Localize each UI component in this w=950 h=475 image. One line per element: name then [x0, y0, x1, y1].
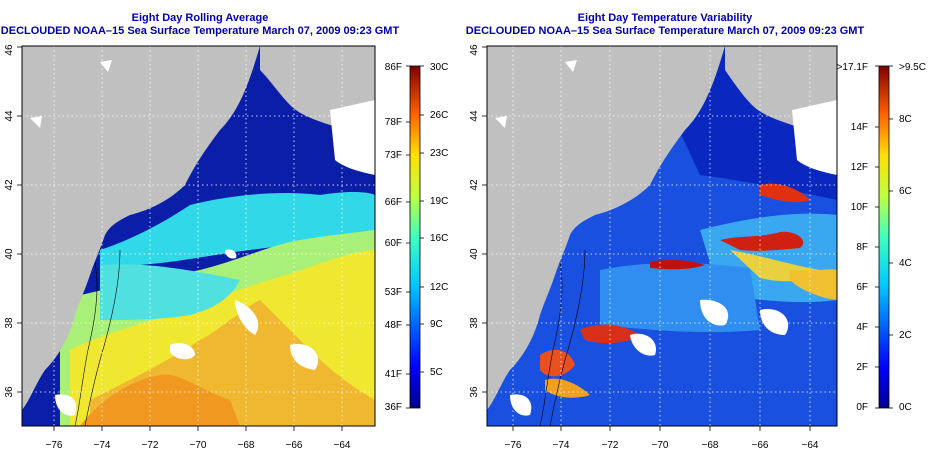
left-lon-label: −68	[238, 440, 255, 451]
right-lon-label: −68	[702, 440, 719, 451]
right-lat-label: 40	[469, 248, 480, 260]
right-f-label: 4F	[856, 322, 868, 333]
right-c-label: 6C	[899, 186, 912, 197]
left-c-label: 30C	[430, 62, 448, 73]
right-f-label: 10F	[851, 202, 868, 213]
left-gridlines	[22, 46, 375, 426]
right-lon-label: −64	[802, 440, 819, 451]
left-f-label: 48F	[385, 320, 402, 331]
left-c-label: 26C	[430, 110, 448, 121]
left-f-label: 36F	[385, 402, 402, 413]
left-colorbar-c-labels: 30C 26C 23C 19C 16C 12C 9C 5C	[430, 62, 448, 378]
right-c-label: 0C	[899, 402, 912, 413]
left-f-label: 73F	[385, 150, 402, 161]
right-c-label: >9.5C	[899, 62, 926, 73]
left-latitude-labels: 36 38 40 42 44 46	[4, 44, 15, 398]
left-map-frame	[21, 45, 376, 427]
right-f-label: 8F	[856, 242, 868, 253]
right-longitude-labels: −76 −74 −72 −70 −68 −66 −64	[505, 440, 819, 451]
right-f-label: 14F	[851, 122, 868, 133]
left-title-line1: Eight Day Rolling Average	[131, 12, 269, 24]
left-f-label: 86F	[385, 62, 402, 73]
left-longitude-labels: −76 −74 −72 −70 −68 −66 −64	[46, 440, 351, 451]
right-lat-label: 42	[469, 179, 480, 191]
lat-tick-marks	[17, 46, 487, 393]
left-c-label: 23C	[430, 148, 448, 159]
right-f-label: 0F	[856, 402, 868, 413]
left-colorbar	[409, 65, 421, 409]
right-title-line1: Eight Day Temperature Variability	[577, 12, 753, 24]
lon-tick-marks	[53, 426, 811, 431]
right-colorbar	[878, 65, 890, 409]
left-lon-label: −64	[334, 440, 351, 451]
left-lon-label: −66	[286, 440, 303, 451]
right-latitude-labels: 36 38 40 42 44 46	[469, 44, 480, 398]
right-c-label: 2C	[899, 330, 912, 341]
right-variability-map	[487, 46, 837, 426]
right-colorbar-c-labels: >9.5C 8C 6C 4C 2C 0C	[899, 62, 926, 413]
left-c-label: 12C	[430, 282, 448, 293]
right-f-label: >17.1F	[837, 62, 868, 73]
right-lat-label: 46	[469, 44, 480, 56]
left-lon-label: −72	[142, 440, 159, 451]
left-c-label: 5C	[430, 367, 443, 378]
right-map-frame	[486, 45, 838, 427]
right-lon-label: −76	[505, 440, 522, 451]
left-lat-label: 42	[4, 179, 15, 191]
right-f-label: 2F	[856, 362, 868, 373]
left-f-label: 53F	[385, 287, 402, 298]
left-lat-label: 36	[4, 386, 15, 398]
left-f-label: 60F	[385, 238, 402, 249]
right-lat-label: 38	[469, 317, 480, 329]
left-lat-label: 46	[4, 44, 15, 56]
right-gridlines	[487, 46, 837, 426]
left-c-label: 19C	[430, 196, 448, 207]
right-title-line2: DECLOUDED NOAA–15 Sea Surface Temperatur…	[465, 25, 865, 37]
right-lat-label: 36	[469, 386, 480, 398]
left-lat-label: 40	[4, 248, 15, 260]
right-c-label: 4C	[899, 258, 912, 269]
left-c-label: 9C	[430, 319, 443, 330]
right-lon-label: −66	[752, 440, 769, 451]
right-lon-label: −74	[553, 440, 570, 451]
right-lat-label: 44	[469, 110, 480, 122]
right-c-label: 8C	[899, 114, 912, 125]
colorbar-ticks	[406, 65, 893, 409]
right-lon-label: −70	[652, 440, 669, 451]
right-f-label: 6F	[856, 282, 868, 293]
left-lat-label: 38	[4, 317, 15, 329]
left-title-line2: DECLOUDED NOAA–15 Sea Surface Temperatur…	[0, 25, 400, 37]
left-lon-label: −76	[46, 440, 63, 451]
right-colorbar-f-labels: >17.1F 14F 12F 10F 8F 6F 4F 2F 0F	[837, 62, 868, 413]
left-c-label: 16C	[430, 233, 448, 244]
left-f-label: 78F	[385, 117, 402, 128]
left-lon-label: −70	[190, 440, 207, 451]
right-f-label: 12F	[851, 162, 868, 173]
left-lon-label: −74	[94, 440, 111, 451]
right-lon-label: −72	[602, 440, 619, 451]
left-f-label: 66F	[385, 197, 402, 208]
left-sst-map	[22, 46, 375, 426]
left-lat-label: 44	[4, 110, 15, 122]
left-colorbar-f-labels: 86F 78F 73F 66F 60F 53F 48F 41F 36F	[385, 62, 402, 413]
left-f-label: 41F	[385, 369, 402, 380]
